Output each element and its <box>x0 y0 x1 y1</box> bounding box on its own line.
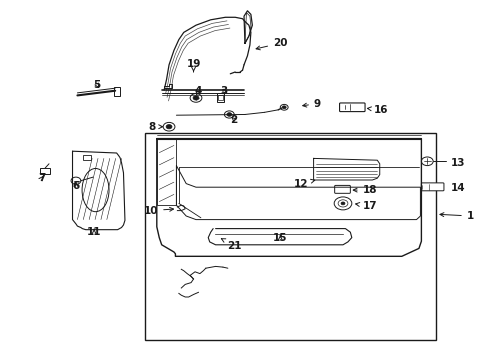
Text: 2: 2 <box>231 114 238 125</box>
FancyBboxPatch shape <box>421 183 444 191</box>
Text: 7: 7 <box>38 173 46 183</box>
FancyBboxPatch shape <box>340 103 365 112</box>
Text: 15: 15 <box>273 233 288 243</box>
Circle shape <box>280 104 288 110</box>
Circle shape <box>71 177 81 184</box>
Circle shape <box>421 157 433 166</box>
Circle shape <box>334 197 352 210</box>
Text: 1: 1 <box>440 211 474 221</box>
Circle shape <box>163 122 175 131</box>
Text: 19: 19 <box>186 59 201 72</box>
Text: 18: 18 <box>353 185 377 195</box>
Bar <box>145 133 436 340</box>
Bar <box>83 155 91 160</box>
Circle shape <box>190 94 202 102</box>
Text: 3: 3 <box>221 86 228 96</box>
Text: 20: 20 <box>256 38 288 50</box>
Circle shape <box>193 96 199 100</box>
Text: 6: 6 <box>73 181 79 192</box>
Circle shape <box>166 125 172 129</box>
Text: 10: 10 <box>144 206 173 216</box>
Text: 4: 4 <box>195 86 202 96</box>
Text: 12: 12 <box>294 179 315 189</box>
Circle shape <box>341 202 345 205</box>
Text: 14: 14 <box>451 183 465 193</box>
Bar <box>218 95 223 100</box>
Text: 13: 13 <box>451 158 465 168</box>
Text: 11: 11 <box>87 227 101 237</box>
Circle shape <box>224 111 234 118</box>
Circle shape <box>227 113 232 116</box>
Circle shape <box>282 106 286 109</box>
Text: 9: 9 <box>303 99 321 109</box>
Text: 16: 16 <box>368 105 389 115</box>
Text: 21: 21 <box>221 239 242 251</box>
Bar <box>40 168 50 174</box>
Circle shape <box>338 200 348 207</box>
Bar <box>217 93 224 102</box>
FancyBboxPatch shape <box>335 185 350 193</box>
Text: 5: 5 <box>94 80 100 90</box>
Text: 17: 17 <box>356 201 377 211</box>
Text: 8: 8 <box>148 122 163 132</box>
Bar <box>114 87 120 96</box>
